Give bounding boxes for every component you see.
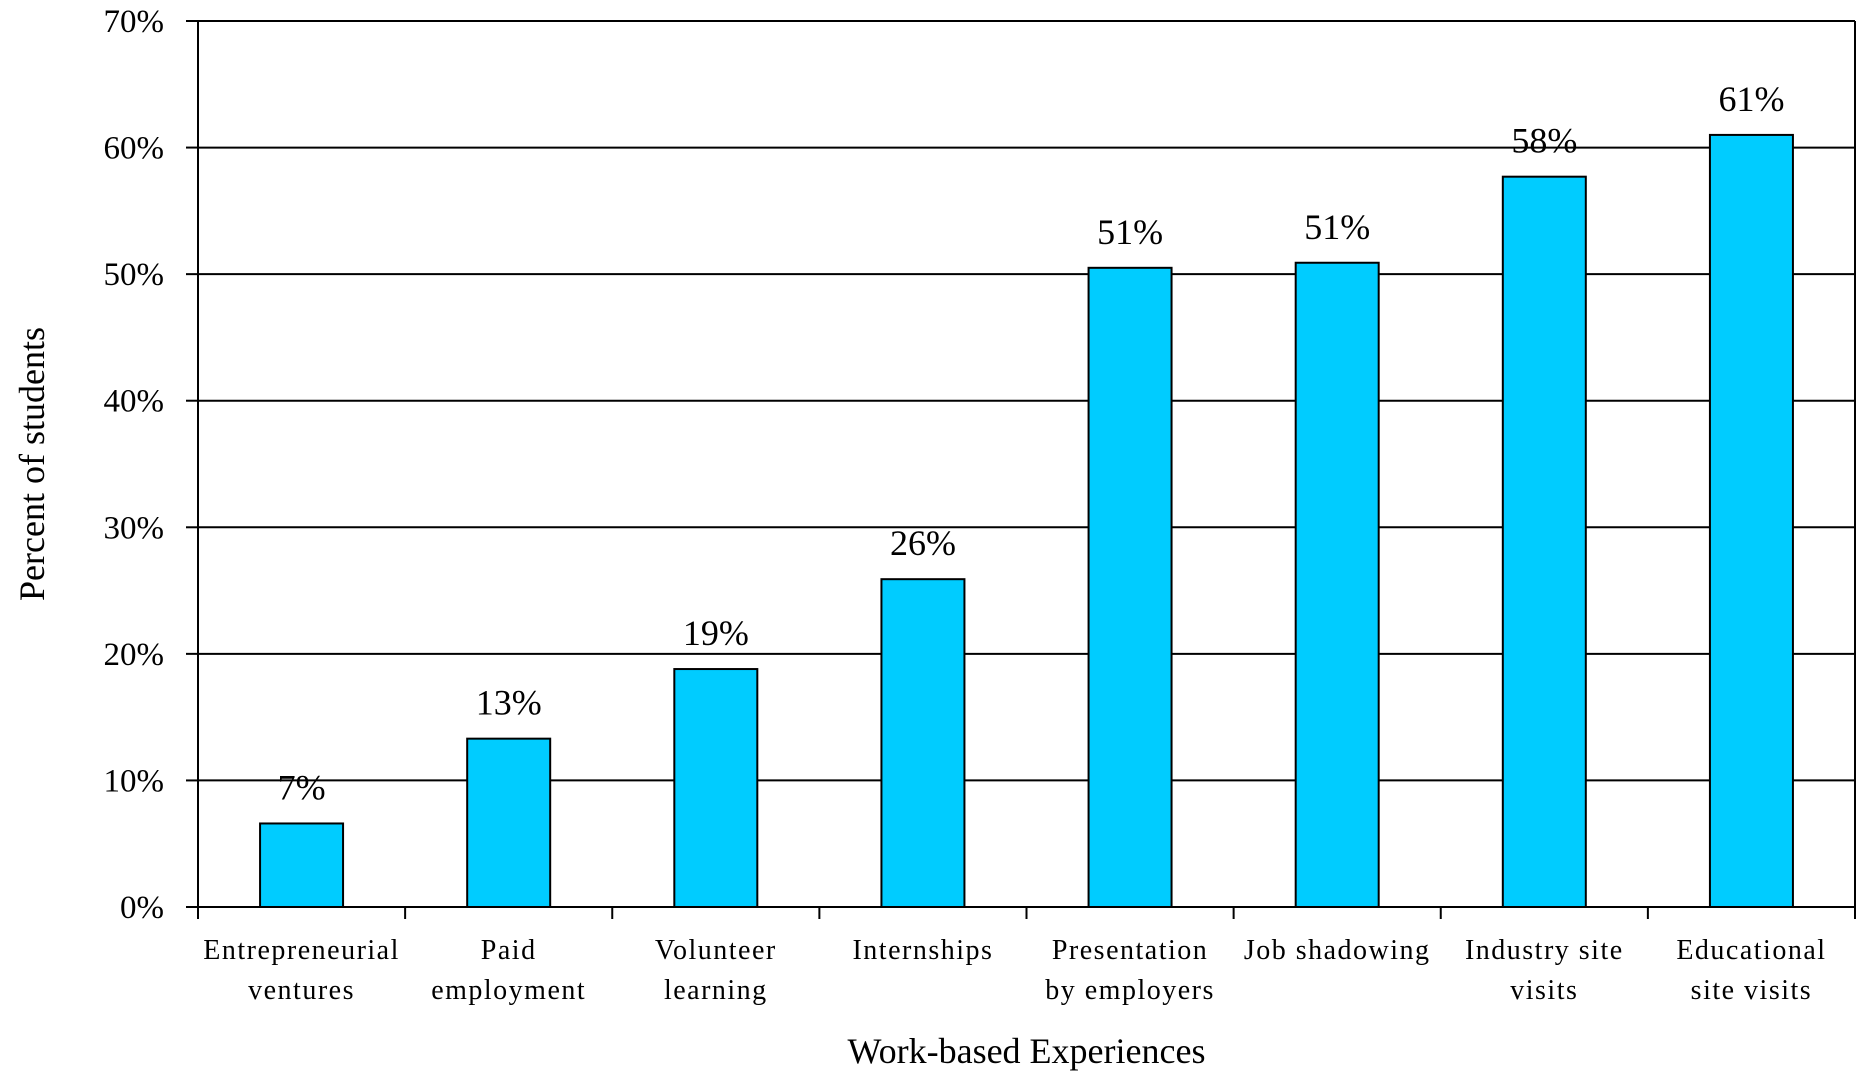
- x-tick-label: Presentation by employers: [1045, 935, 1215, 1006]
- axes: [186, 20, 1856, 919]
- x-tick-label: Entrepreneurial ventures: [203, 935, 400, 1006]
- bar: [1501, 175, 1587, 908]
- data-label: 61%: [1718, 79, 1784, 119]
- y-tick-label: 40%: [104, 384, 165, 420]
- data-label: 26%: [890, 523, 956, 563]
- gridlines: [198, 20, 1855, 782]
- bar: [1087, 266, 1173, 909]
- y-tick-label: 50%: [104, 257, 165, 293]
- y-tick-label: 70%: [104, 4, 165, 40]
- y-tick-label: 20%: [104, 637, 165, 673]
- data-label: 51%: [1304, 207, 1370, 247]
- x-tick-labels: Entrepreneurial ventures Paid employment Vol…: [203, 935, 1826, 1006]
- data-label: 7%: [278, 767, 326, 807]
- y-tick-label: 10%: [104, 763, 165, 799]
- bars: [259, 133, 1794, 909]
- y-tick-label: 0%: [120, 890, 164, 926]
- bar: [1708, 133, 1794, 908]
- y-tick-label: 30%: [104, 510, 165, 546]
- x-tick-label: Internships: [852, 935, 993, 966]
- y-tick-labels: 0% 10% 20% 30% 40% 50% 60% 70%: [104, 4, 165, 926]
- data-label: 58%: [1511, 121, 1577, 161]
- bar: [466, 737, 552, 908]
- data-label: 51%: [1097, 212, 1163, 252]
- x-tick-label: Educational site visits: [1676, 935, 1826, 1006]
- x-axis-label: Work-based Experiences: [848, 1031, 1206, 1071]
- bar: [673, 668, 759, 908]
- x-tick-label: Volunteer learning: [655, 935, 777, 1006]
- x-tick-label: Industry site visits: [1465, 935, 1624, 1006]
- x-tick-label: Job shadowing: [1244, 935, 1431, 966]
- data-label: 19%: [683, 613, 749, 653]
- x-tick-label: Paid employment: [431, 935, 586, 1006]
- bar: [880, 578, 966, 908]
- y-axis-label: Percent of students: [12, 327, 52, 601]
- y-tick-label: 60%: [104, 131, 165, 167]
- data-label: 13%: [476, 683, 542, 723]
- data-labels: 7% 13% 19% 26% 51% 51% 58% 61%: [278, 79, 1785, 808]
- bar: [259, 822, 345, 908]
- bar: [1294, 261, 1380, 909]
